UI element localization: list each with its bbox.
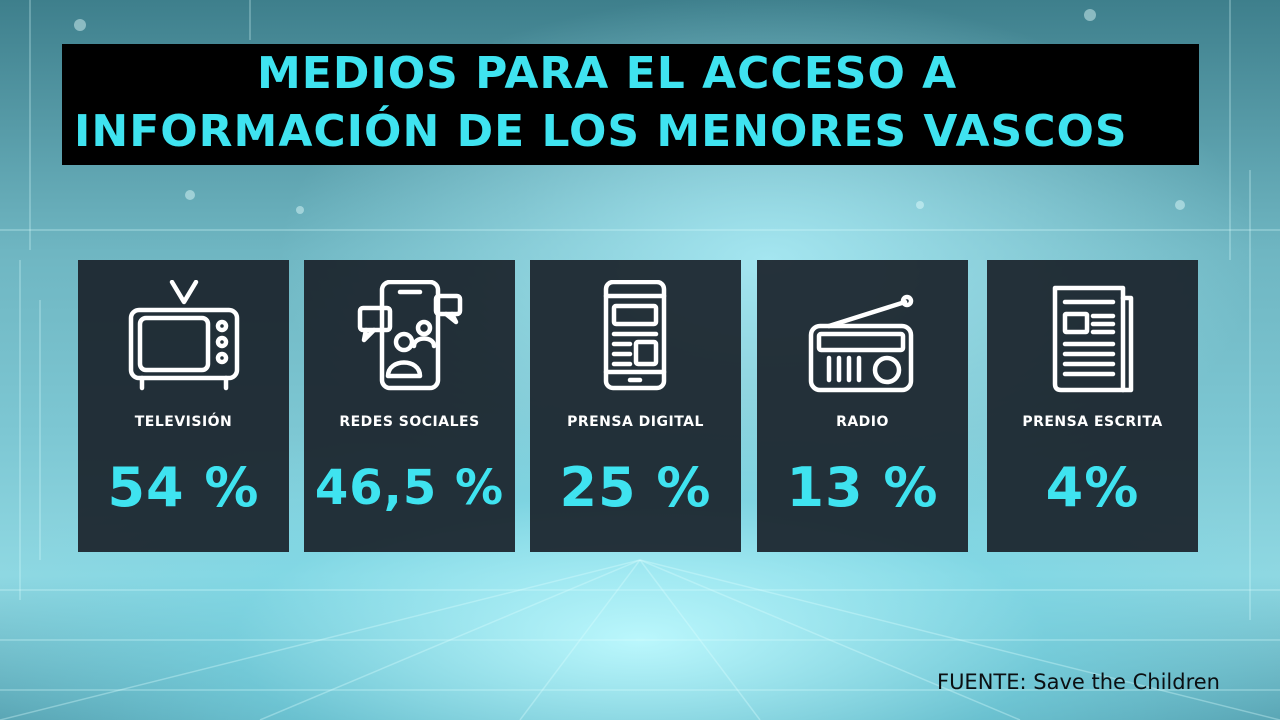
television-icon xyxy=(128,280,240,391)
smartphone-news-icon xyxy=(603,280,667,391)
card-value: 25 % xyxy=(559,456,712,519)
title-banner: MEDIOS PARA EL ACCESO A INFORMACIÓN DE L… xyxy=(62,44,1199,165)
card-value: 46,5 % xyxy=(314,460,505,516)
source-credit: FUENTE: Save the Children xyxy=(936,670,1220,694)
card-value: 54 % xyxy=(107,456,260,519)
stat-card-social-networks: REDES SOCIALES 46,5 % xyxy=(304,260,515,552)
card-label: RADIO xyxy=(836,414,889,430)
newspaper-icon xyxy=(1052,285,1134,393)
card-label: REDES SOCIALES xyxy=(339,414,480,430)
smartphone-social-icon xyxy=(357,280,463,391)
radio-icon xyxy=(808,294,914,393)
card-label: PRENSA ESCRITA xyxy=(1022,414,1163,430)
stat-card-digital-press: PRENSA DIGITAL 25 % xyxy=(530,260,741,552)
card-value: 4% xyxy=(1045,456,1140,519)
card-label: PRENSA DIGITAL xyxy=(567,414,704,430)
card-label: TELEVISIÓN xyxy=(134,414,233,430)
stat-card-radio: RADIO 13 % xyxy=(757,260,968,552)
stat-card-print-press: PRENSA ESCRITA 4% xyxy=(987,260,1198,552)
title-line-1: MEDIOS PARA EL ACCESO A xyxy=(257,48,958,99)
card-value: 13 % xyxy=(786,456,939,519)
title-line-2: INFORMACIÓN DE LOS MENORES VASCOS xyxy=(74,106,1128,157)
stat-card-television: TELEVISIÓN 54 % xyxy=(78,260,289,552)
